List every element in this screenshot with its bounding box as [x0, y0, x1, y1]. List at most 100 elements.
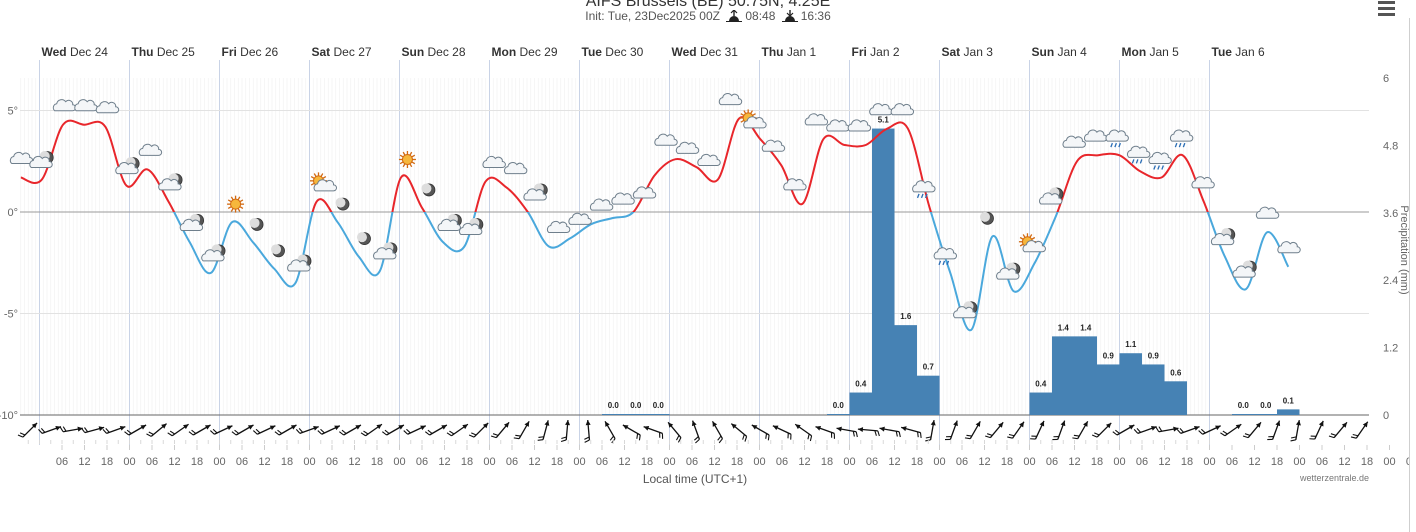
x-tick-label: 12 — [1338, 456, 1350, 468]
precip-bar-label: 0.7 — [923, 363, 935, 372]
wind-arrow-icon — [944, 420, 958, 441]
cloud-icon — [503, 162, 528, 175]
wind-barb — [339, 431, 344, 436]
x-tick-label: 00 — [1023, 456, 1035, 468]
wind-barb — [126, 429, 132, 434]
day-label: Fri Jan 2 — [852, 45, 900, 59]
day-name: Tue — [582, 45, 606, 59]
wind-head — [524, 421, 530, 427]
wind-head — [1019, 421, 1024, 428]
wind-arrow-icon — [209, 425, 233, 435]
day-label: Sat Dec 27 — [312, 45, 372, 59]
wind-barb — [17, 434, 24, 438]
moon-cloud-icon — [158, 173, 183, 191]
wind-barb — [19, 432, 26, 436]
x-tick-label: 00 — [393, 456, 405, 468]
day-name: Fri — [852, 45, 871, 59]
rain-drop — [924, 193, 928, 199]
wind-barb — [1309, 438, 1315, 440]
day-label: Thu Dec 25 — [132, 45, 196, 59]
wind-head — [247, 425, 254, 430]
wind-head — [1173, 426, 1179, 432]
wind-barb — [1200, 428, 1206, 434]
wind-barb — [191, 429, 197, 434]
moon-crescent — [421, 183, 432, 194]
chart-menu-button[interactable] — [1377, 0, 1397, 16]
wind-barb — [742, 434, 745, 440]
sun-ray — [402, 163, 406, 168]
precip-bar-label: 5.1 — [878, 116, 890, 125]
rain-drop — [1118, 142, 1121, 148]
cloud-shape — [1191, 176, 1215, 189]
day-name: Fri — [222, 45, 241, 59]
wind-barb — [277, 429, 283, 434]
x-tick-label: 12 — [438, 456, 450, 468]
wind-arrow-icon — [38, 425, 62, 435]
wind-barb — [1052, 438, 1058, 441]
cloud-shape — [179, 218, 204, 231]
day-name: Tue — [1212, 45, 1236, 59]
cloud-shape — [1039, 192, 1063, 205]
sun-ray — [1031, 236, 1036, 240]
wind-head — [204, 425, 211, 430]
x-tick-label: 18 — [281, 456, 293, 468]
wind-barb — [898, 431, 901, 438]
wind-head — [901, 426, 907, 432]
wind-barb — [124, 431, 130, 436]
wind-barb — [986, 433, 993, 436]
cloud-icon — [697, 153, 721, 167]
x-tick-label: 06 — [1226, 456, 1238, 468]
sun-ray — [409, 151, 413, 156]
wind-barb — [718, 438, 723, 444]
rain-drop — [1178, 142, 1182, 148]
wind-head — [565, 420, 571, 426]
wind-arrow-icon — [1052, 420, 1066, 441]
wind-barb — [584, 436, 590, 440]
precip-bar-label: 0.9 — [1148, 351, 1160, 360]
wind-head — [815, 425, 822, 431]
precip-bar-label: 0.0 — [1238, 401, 1250, 410]
cloud-shape — [847, 119, 872, 132]
wind-barb — [295, 429, 301, 434]
temp-tick-label: 5° — [7, 106, 18, 118]
wind-head — [1318, 420, 1324, 427]
cloud-shape — [373, 247, 397, 260]
x-tick-label: 00 — [483, 456, 495, 468]
wind-arrow-icon — [468, 422, 489, 438]
sun-ray — [409, 163, 413, 168]
moon-cloud-icon — [1039, 187, 1064, 205]
day-date: Dec 24 — [70, 45, 108, 59]
temp-tick-label: 0° — [7, 207, 18, 219]
precip-tick-label: 6 — [1383, 73, 1389, 85]
day-date: Jan 5 — [1150, 45, 1180, 59]
x-tick-label: 00 — [1113, 456, 1125, 468]
cloud-shape — [1105, 129, 1129, 142]
wind-barb — [874, 430, 877, 436]
x-tick-label: 18 — [731, 456, 743, 468]
cloud-icon — [804, 113, 829, 126]
wind-barb — [1176, 429, 1182, 434]
wind-arrow-icon — [231, 424, 254, 436]
sun-ray — [237, 196, 241, 201]
wind-barb — [1133, 429, 1139, 434]
precip-bar-label: 1.6 — [900, 312, 912, 321]
wind-barb — [84, 427, 89, 433]
wind-head — [1341, 422, 1347, 428]
wind-barb — [694, 436, 699, 441]
wind-barb — [360, 432, 366, 437]
wind-head — [1362, 421, 1368, 428]
day-name: Thu — [762, 45, 787, 59]
wind-barb — [169, 430, 175, 435]
wind-barb — [403, 430, 409, 435]
x-tick-label: 06 — [866, 456, 878, 468]
wind-arrow-icon — [146, 423, 167, 437]
precip-bar — [1097, 364, 1120, 415]
wind-barb — [1112, 431, 1118, 436]
wind-barb — [320, 428, 325, 434]
wind-arrow-icon — [667, 421, 682, 443]
wind-barb — [809, 435, 813, 442]
wind-barb — [1242, 435, 1249, 439]
wind-arrow-icon — [1007, 421, 1025, 439]
x-tick-label: 12 — [348, 456, 360, 468]
wind-barb — [1073, 434, 1080, 437]
